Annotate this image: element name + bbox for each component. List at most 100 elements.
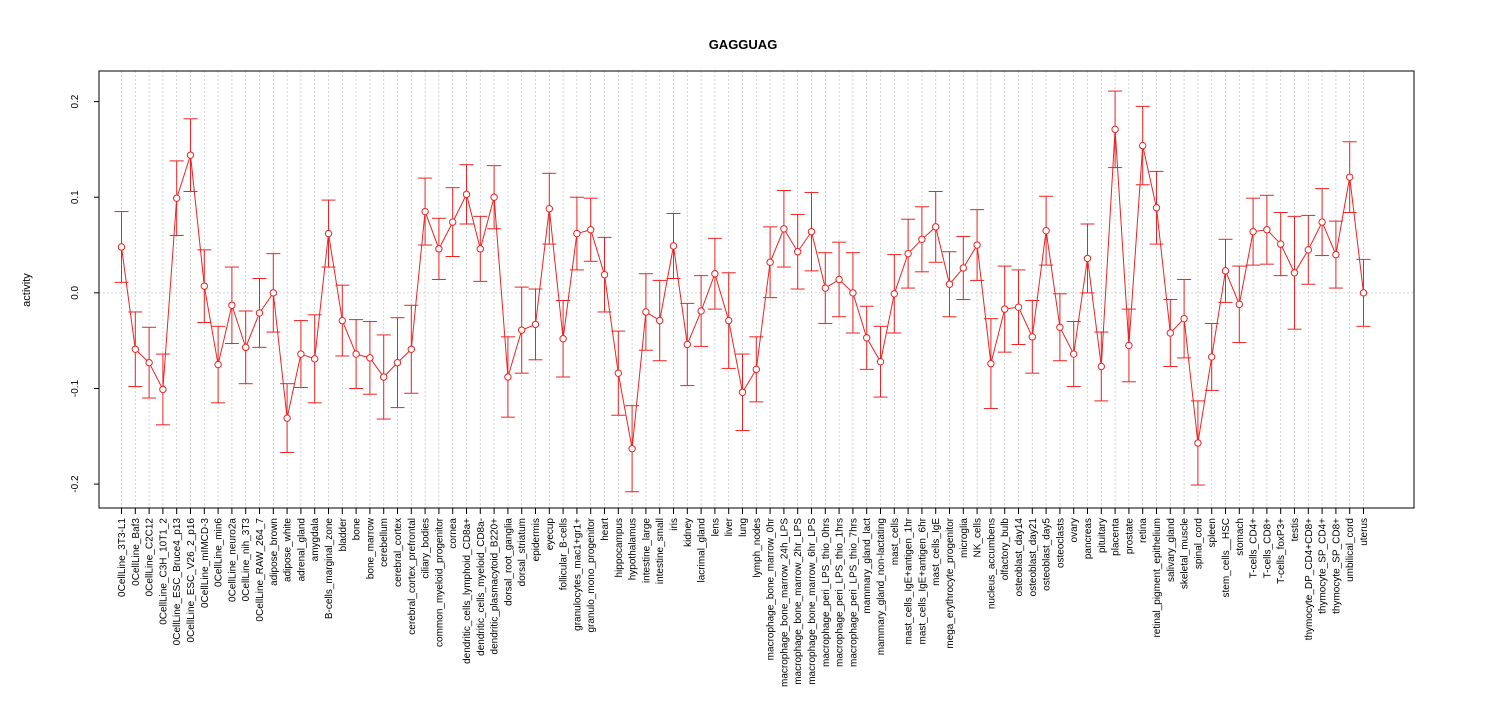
data-point: [518, 326, 526, 334]
data-point: [835, 275, 843, 284]
data-point: [697, 307, 705, 315]
data-point: [1208, 353, 1216, 361]
x-tick-label: cerebral_cortex: [393, 518, 404, 587]
x-tick-label: hippocampus: [614, 518, 625, 577]
data-point: [269, 289, 277, 297]
data-point: [1194, 439, 1202, 447]
data-point: [1318, 218, 1326, 226]
x-tick-label: mast_cells_IgE+antigen_1hr: [904, 517, 915, 644]
data-point: [173, 194, 181, 202]
x-tick-label: hypothalamus: [628, 518, 639, 580]
y-tick-label: 0.0: [70, 285, 81, 299]
data-point: [1304, 246, 1313, 254]
data-point: [573, 229, 581, 238]
x-tick-label: olfactory_bulb: [1000, 518, 1011, 581]
x-tick-label: NK_cells: [973, 518, 984, 557]
data-point: [1001, 305, 1009, 313]
data-point: [1056, 323, 1064, 331]
x-tick-label: eyecup: [545, 518, 556, 551]
data-point: [711, 270, 719, 278]
data-point: [1070, 350, 1078, 358]
data-point: [490, 193, 498, 201]
x-tick-label: dendritic_cells_lymphoid_CD8a+: [462, 518, 473, 664]
data-point: [380, 373, 388, 381]
y-tick-label: -0.1: [70, 379, 81, 397]
x-tick-label: intestine_large: [641, 518, 652, 583]
data-point: [283, 414, 291, 422]
data-point: [973, 241, 981, 249]
x-tick-label: pancreas: [1083, 518, 1094, 559]
data-point: [876, 357, 885, 366]
x-tick-label: placenta: [1111, 518, 1122, 556]
data-point: [559, 335, 567, 343]
data-point: [669, 242, 678, 250]
x-tick-label: osteoclasts: [1055, 518, 1066, 568]
x-tick-label: stem_cells__HSC: [1221, 518, 1232, 597]
data-point: [587, 226, 595, 234]
data-point: [738, 388, 747, 396]
x-tick-label: ovary: [1069, 518, 1080, 542]
x-tick-label: T-cells_CD4+: [1249, 518, 1260, 578]
data-point: [324, 229, 333, 238]
data-point: [987, 359, 995, 368]
data-point: [600, 270, 609, 279]
grid-layer: [99, 71, 1414, 508]
data-point: [449, 218, 457, 226]
x-tick-label: retina: [1138, 518, 1149, 543]
x-tick-label: macrophage_peri_LPS_thio_1hrs: [835, 518, 846, 667]
x-tick-label: lymph_nodes: [752, 518, 763, 577]
data-point: [186, 151, 195, 159]
x-tick-label: mast_cells_IgE+antigen_6hr: [917, 517, 928, 644]
x-tick-label: osteoblast_day5: [1042, 518, 1053, 591]
data-point: [752, 365, 760, 374]
data-point: [780, 225, 788, 233]
x-tick-label: 0CellLine_ESC_V26_2_p16: [186, 518, 197, 643]
data-point: [255, 309, 264, 317]
data-point: [1263, 226, 1271, 234]
x-tick-label: mammary_gland_non-lactating: [876, 518, 887, 655]
x-tick-label: osteoblast_day21: [1028, 518, 1039, 597]
x-tick-label: lung: [738, 518, 749, 537]
data-point: [1028, 333, 1037, 341]
data-point: [476, 245, 484, 253]
data-point: [159, 385, 167, 394]
data-point: [1083, 254, 1092, 263]
data-point: [932, 223, 940, 231]
x-tick-label: mammary_gland_lact: [862, 518, 873, 614]
x-tick-label: 0CellLine_3T3-L1: [117, 518, 128, 597]
data-point: [145, 358, 153, 367]
x-tick-label: mega_erythrocyte_progenitor: [945, 517, 956, 648]
chart-title: GAGGUAG: [709, 37, 778, 52]
x-tick-label: iris: [669, 518, 680, 531]
x-tick-label: B-cells_marginal_zone: [324, 518, 335, 620]
data-point: [545, 204, 553, 213]
x-tick-label: granulo_mono_progenitor: [586, 517, 597, 632]
data-point: [794, 248, 802, 256]
x-tick-label: adipose_white: [283, 518, 294, 582]
data-point: [117, 243, 126, 251]
data-point: [228, 301, 236, 309]
x-tick-label: thymocyte_SP_CD8+: [1331, 518, 1342, 614]
x-tick-label: umbilical_cord: [1345, 518, 1356, 582]
data-point: [766, 258, 774, 266]
data-point: [338, 316, 346, 325]
data-point: [352, 350, 360, 358]
x-tick-label: lacrimal_gland: [697, 518, 708, 582]
x-tick-label: stomach: [1235, 518, 1246, 556]
x-tick-label: thymocyte_DP_CD4+CD8+: [1304, 518, 1315, 640]
data-point: [1042, 226, 1050, 235]
x-tick-label: common_myeloid_progenitor: [434, 517, 445, 647]
x-tick-label: 0CellLine_C3H_10T1_2: [158, 518, 169, 625]
x-tick-label: spleen: [1207, 518, 1218, 547]
x-tick-label: macrophage_bone_marrow_6hr_LPS: [807, 518, 818, 685]
x-tick-label: dorsal_root_ganglia: [503, 518, 514, 606]
y-tick-label: -0.2: [70, 475, 81, 493]
x-tick-label: cerebellum: [379, 518, 390, 567]
data-point: [1139, 141, 1147, 150]
data-point: [614, 369, 622, 377]
data-point: [628, 445, 636, 453]
data-point: [504, 373, 512, 381]
data-point: [1180, 314, 1188, 323]
x-tick-label: macrophage_bone_marrow_0hr: [766, 517, 777, 660]
x-tick-label: salivary_gland: [1166, 518, 1177, 582]
